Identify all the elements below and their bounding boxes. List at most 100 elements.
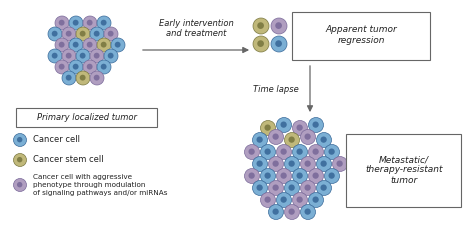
Circle shape (284, 133, 300, 147)
Circle shape (69, 38, 83, 52)
Circle shape (320, 137, 327, 143)
Circle shape (268, 157, 283, 171)
Circle shape (256, 161, 263, 167)
Circle shape (80, 75, 86, 81)
Circle shape (264, 124, 271, 131)
Circle shape (62, 49, 76, 63)
Circle shape (264, 148, 271, 155)
Circle shape (284, 181, 300, 195)
Circle shape (87, 64, 92, 70)
Circle shape (13, 134, 27, 147)
Circle shape (309, 168, 323, 184)
Circle shape (268, 130, 283, 144)
Circle shape (73, 20, 79, 26)
Circle shape (115, 42, 120, 48)
Circle shape (281, 148, 287, 155)
Circle shape (256, 185, 263, 191)
Circle shape (80, 53, 86, 58)
Circle shape (292, 168, 308, 184)
Circle shape (261, 120, 275, 136)
Circle shape (55, 16, 69, 30)
Circle shape (256, 137, 263, 143)
Circle shape (301, 130, 316, 144)
Circle shape (83, 60, 97, 74)
Circle shape (304, 209, 311, 215)
Circle shape (289, 137, 295, 143)
Circle shape (337, 161, 343, 167)
Circle shape (281, 172, 287, 179)
Circle shape (317, 181, 331, 195)
Circle shape (108, 53, 114, 58)
Circle shape (289, 185, 295, 191)
Circle shape (87, 42, 92, 48)
Circle shape (17, 137, 22, 142)
Circle shape (76, 27, 90, 41)
Circle shape (264, 172, 271, 179)
Circle shape (94, 31, 100, 37)
Circle shape (276, 117, 292, 133)
Circle shape (309, 144, 323, 160)
Circle shape (264, 196, 271, 203)
Circle shape (276, 192, 292, 208)
Circle shape (317, 157, 331, 171)
Circle shape (83, 16, 97, 30)
Circle shape (281, 196, 287, 203)
Text: Metastatic/
therapy-resistant
tumor: Metastatic/ therapy-resistant tumor (365, 155, 443, 185)
Circle shape (328, 148, 335, 155)
Circle shape (296, 172, 303, 179)
Circle shape (271, 18, 287, 34)
Circle shape (100, 20, 107, 26)
Circle shape (292, 120, 308, 136)
Circle shape (253, 133, 267, 147)
Circle shape (273, 185, 279, 191)
Circle shape (48, 49, 62, 63)
Circle shape (257, 22, 264, 29)
Circle shape (90, 71, 104, 85)
Circle shape (284, 205, 300, 219)
Circle shape (309, 117, 323, 133)
Circle shape (90, 49, 104, 63)
Circle shape (248, 148, 255, 155)
Circle shape (87, 20, 92, 26)
Circle shape (17, 157, 22, 162)
Circle shape (317, 133, 331, 147)
Circle shape (13, 154, 27, 167)
Circle shape (275, 22, 282, 29)
Circle shape (296, 148, 303, 155)
Text: Cancer cell with aggressive
phenotype through modulation
of signaling pathways a: Cancer cell with aggressive phenotype th… (33, 174, 167, 196)
FancyBboxPatch shape (346, 134, 462, 206)
FancyBboxPatch shape (292, 11, 430, 59)
Circle shape (97, 38, 111, 52)
Circle shape (94, 75, 100, 81)
Circle shape (312, 196, 319, 203)
Circle shape (276, 144, 292, 160)
Circle shape (275, 40, 282, 47)
Circle shape (13, 178, 27, 192)
Circle shape (76, 71, 90, 85)
Circle shape (55, 60, 69, 74)
Circle shape (59, 64, 64, 70)
Circle shape (271, 36, 287, 52)
Circle shape (62, 71, 76, 85)
Circle shape (66, 53, 72, 58)
Circle shape (273, 209, 279, 215)
Circle shape (304, 161, 311, 167)
Circle shape (90, 27, 104, 41)
Circle shape (257, 40, 264, 47)
Circle shape (289, 161, 295, 167)
Circle shape (94, 53, 100, 58)
Circle shape (59, 20, 64, 26)
Circle shape (312, 148, 319, 155)
Circle shape (253, 18, 269, 34)
Circle shape (97, 16, 111, 30)
Text: Primary localized tumor: Primary localized tumor (37, 113, 137, 121)
Circle shape (62, 27, 76, 41)
Circle shape (261, 144, 275, 160)
Circle shape (301, 205, 316, 219)
Circle shape (248, 172, 255, 179)
Circle shape (48, 27, 62, 41)
Circle shape (66, 31, 72, 37)
Circle shape (281, 121, 287, 128)
Circle shape (325, 144, 339, 160)
Circle shape (111, 38, 125, 52)
